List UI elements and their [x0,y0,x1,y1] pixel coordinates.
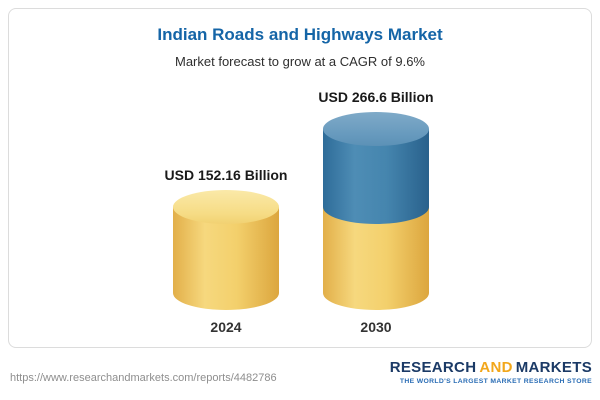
cylinder-2024-body [173,207,279,310]
cylinder-2030 [323,112,429,310]
cylinder-2030-base-segment [323,207,429,310]
research-and-markets-logo: RESEARCH AND MARKETS THE WORLD'S LARGEST M… [390,359,592,385]
report-url: https://www.researchandmarkets.com/repor… [10,372,277,384]
chart-card: Indian Roads and Highways Market Market … [8,8,592,348]
bar-group-2030: USD 266.6 Billion 2030 [291,89,461,335]
bar-group-2024: USD 152.16 Billion 2024 [141,167,311,335]
year-label-2024: 2024 [210,319,242,335]
bar-value-label-2024: USD 152.16 Billion [164,167,288,183]
chart-subtitle: Market forecast to grow at a CAGR of 9.6… [175,54,425,69]
cylinder-cap-2024 [173,190,279,224]
logo-word-markets: MARKETS [515,359,592,376]
logo-tagline: THE WORLD'S LARGEST MARKET RESEARCH STOR… [399,378,592,385]
bar-value-label-2030: USD 266.6 Billion [318,89,434,105]
logo-word-research: RESEARCH [389,359,477,376]
year-label-2030: 2030 [360,319,392,335]
cylinder-cap-2030 [323,112,429,146]
logo-word-and: AND [479,359,513,376]
cylinder-2024 [173,190,279,310]
chart-title: Indian Roads and Highways Market [157,25,443,44]
logo-wordmark: RESEARCH AND MARKETS [390,359,592,376]
